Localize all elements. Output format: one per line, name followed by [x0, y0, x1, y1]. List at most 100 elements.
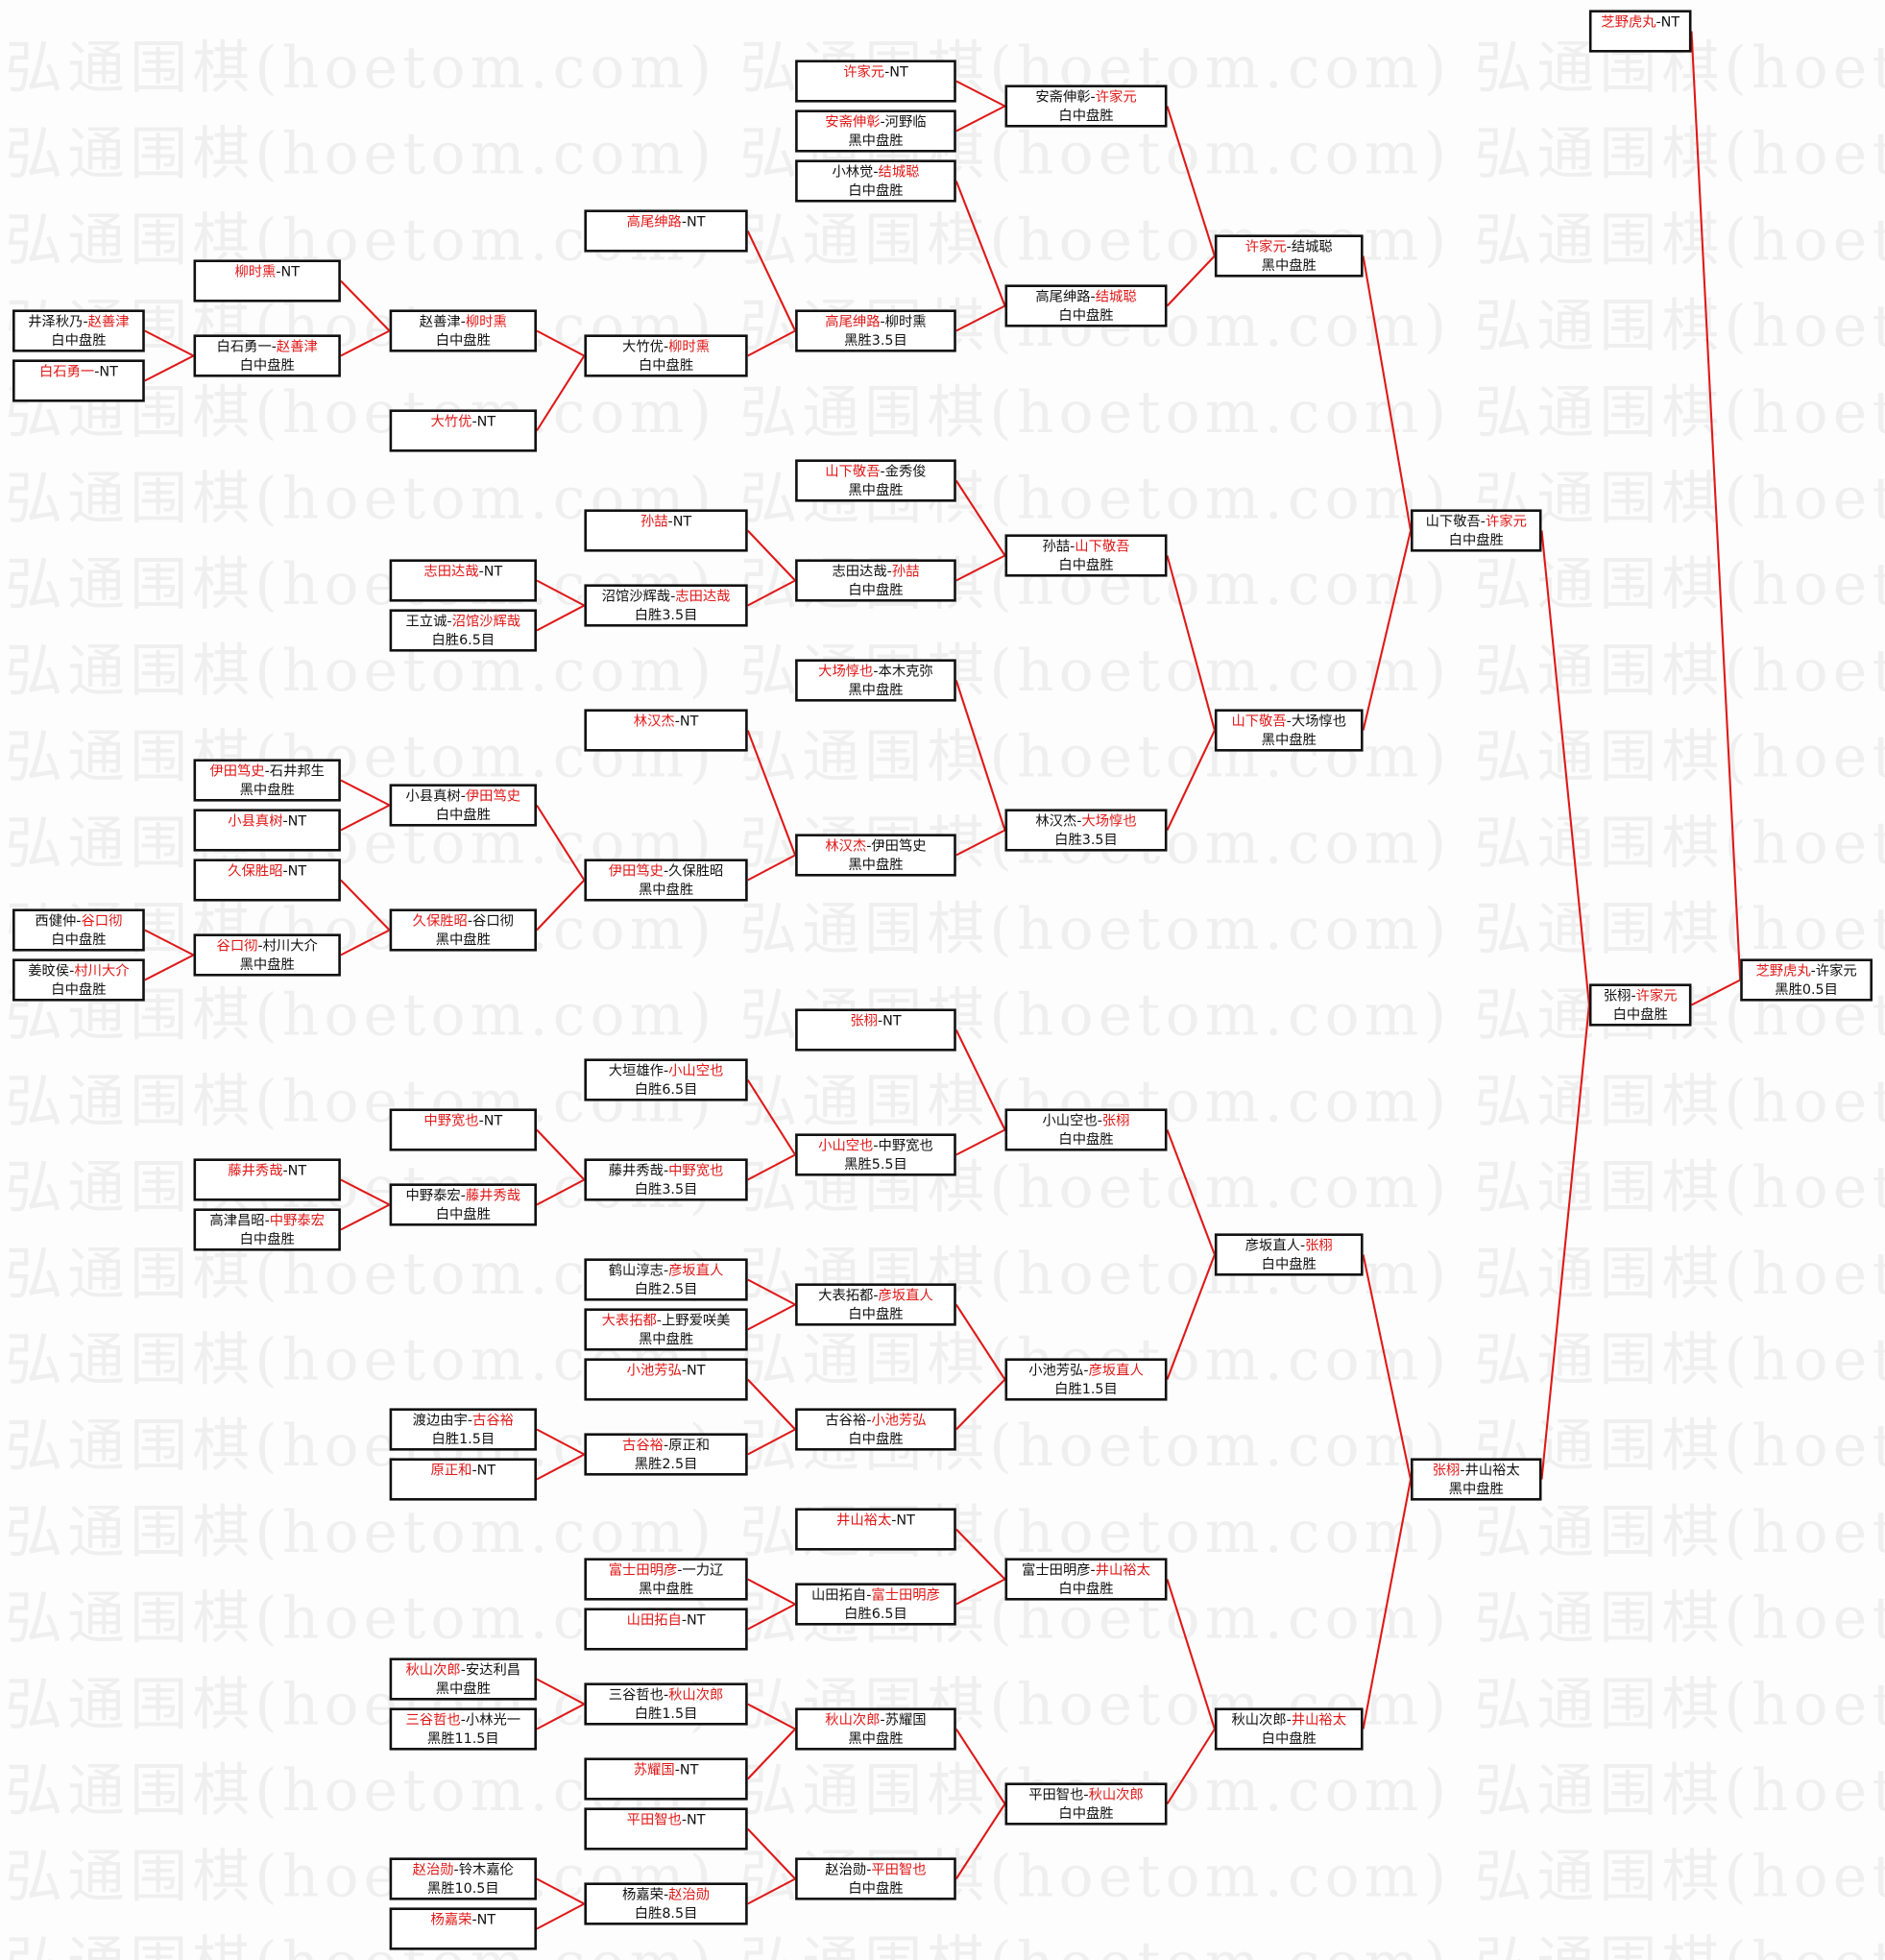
separator: - — [276, 263, 281, 280]
match-result: 白中盘胜 — [1058, 107, 1114, 124]
match-box: 赵善津-柳时熏 白中盘胜 — [389, 309, 537, 352]
match-result: 白胜3.5目 — [634, 1180, 698, 1198]
player-2: 彦坂直人 — [1088, 1362, 1144, 1379]
match-box: 林汉杰-大场惇也 白胜3.5目 — [1004, 809, 1168, 852]
connector-line — [340, 929, 391, 956]
player-1: 井山裕太 — [836, 1512, 892, 1529]
player-1: 藤井秀哉 — [228, 1162, 283, 1179]
connector-line — [1166, 1254, 1216, 1380]
connector-line — [1166, 730, 1216, 831]
player-1: 王立诚 — [405, 613, 447, 630]
separator: - — [271, 338, 277, 355]
match-box: 苏耀国-NT — [584, 1757, 748, 1801]
match-box: 大竹优-柳时熏 白中盘胜 — [584, 334, 748, 377]
player-1: 小山空也 — [1042, 1112, 1098, 1129]
match-result: 白中盘胜 — [51, 931, 107, 948]
player-2: NT — [476, 1911, 496, 1928]
connector-line — [536, 1453, 585, 1481]
player-2: NT — [99, 363, 118, 380]
separator: - — [663, 1162, 669, 1179]
match-result: 黑胜0.5目 — [1775, 980, 1838, 998]
player-1: 安斋伸彰 — [825, 113, 881, 131]
player-1: 张栩 — [1603, 987, 1631, 1004]
player-2: NT — [476, 1462, 496, 1479]
separator: - — [282, 862, 288, 880]
separator: - — [467, 912, 473, 930]
match-box: 秋山次郎-苏耀国 黑中盘胜 — [795, 1707, 956, 1751]
player-1: 久保胜昭 — [412, 912, 468, 930]
separator: - — [1286, 238, 1292, 255]
player-1: 孙喆 — [1042, 538, 1071, 555]
player-1: 赵治勋 — [412, 1861, 454, 1878]
player-1: 赵治勋 — [825, 1861, 867, 1878]
player-2: 秋山次郎 — [668, 1686, 724, 1704]
match-result: 黑中盘胜 — [239, 956, 295, 973]
match-box: 秋山次郎-井山裕太 白中盘胜 — [1214, 1707, 1364, 1751]
match-box: 孙喆-山下敬吾 白中盘胜 — [1004, 534, 1168, 577]
match-result: 黑中盘胜 — [848, 1730, 904, 1747]
separator: - — [257, 937, 263, 955]
match-result: 黑中盘胜 — [239, 781, 295, 798]
separator: - — [891, 1512, 897, 1529]
player-2: 村川大介 — [74, 962, 130, 980]
match-result: 白胜6.5目 — [634, 1080, 698, 1098]
player-2: 孙喆 — [891, 563, 920, 580]
player-2: 大场惇也 — [1291, 713, 1347, 730]
player-2: 中野泰宏 — [269, 1212, 325, 1229]
match-result: 黑中盘胜 — [1261, 731, 1317, 748]
separator: - — [866, 1412, 872, 1429]
separator: - — [1655, 13, 1661, 31]
connector-line — [536, 1877, 585, 1905]
player-2: NT — [287, 1162, 307, 1179]
connector-line — [340, 1203, 391, 1231]
separator: - — [877, 1012, 883, 1029]
separator: - — [1631, 987, 1636, 1004]
match-box: 三谷哲也-秋山次郎 白胜1.5目 — [584, 1682, 748, 1726]
connector-line — [955, 1728, 1006, 1805]
connector-line — [1362, 1479, 1413, 1730]
player-2: NT — [687, 213, 706, 230]
separator: - — [681, 213, 688, 230]
match-box: 藤井秀哉-中野宽也 白胜3.5目 — [584, 1158, 748, 1201]
connector-line — [955, 304, 1005, 332]
player-2: NT — [679, 713, 699, 730]
player-1: 杨嘉荣 — [622, 1886, 664, 1903]
player-2: 村川大介 — [262, 937, 318, 955]
match-box: 张栩-井山裕太 黑中盘胜 — [1411, 1458, 1542, 1501]
connector-line — [536, 1703, 585, 1730]
separator: - — [478, 1112, 484, 1129]
separator: - — [83, 313, 88, 330]
connector-line — [747, 1153, 796, 1181]
separator: - — [663, 1437, 669, 1454]
separator: - — [460, 313, 466, 330]
player-2: 石井邦生 — [269, 762, 325, 780]
separator: - — [94, 363, 100, 380]
connector-line — [955, 181, 1006, 306]
match-box: 山下敬吾-金秀俊 黑中盘胜 — [795, 459, 956, 502]
match-result: 黑中盘胜 — [1448, 1480, 1504, 1497]
player-1: 小林觉 — [832, 163, 874, 181]
connector-line — [955, 80, 1005, 108]
connector-line — [747, 854, 796, 882]
connector-line — [340, 329, 391, 357]
player-1: 许家元 — [843, 63, 885, 81]
match-box: 芝野虎丸-NT — [1588, 10, 1692, 53]
match-result: 白中盘胜 — [1058, 1130, 1114, 1148]
connector-line — [955, 829, 1005, 857]
separator: - — [460, 1661, 466, 1679]
separator: - — [1299, 1237, 1306, 1254]
player-1: 大垣雄作 — [608, 1062, 664, 1079]
match-box: 小县真树-NT — [193, 809, 341, 852]
connector-line — [1540, 530, 1590, 1005]
match-box: 小池芳弘-彦坂直人 白胜1.5目 — [1004, 1358, 1168, 1401]
player-2: 河野临 — [884, 113, 927, 131]
separator: - — [1810, 962, 1816, 980]
player-2: 藤井秀哉 — [465, 1187, 521, 1204]
match-box: 富士田明彦-井山裕太 白中盘胜 — [1004, 1558, 1168, 1601]
player-2: 张栩 — [1101, 1112, 1130, 1129]
player-1: 伊田笃史 — [608, 862, 664, 880]
player-2: NT — [1660, 13, 1680, 31]
match-result: 白中盘胜 — [848, 1430, 904, 1447]
player-1: 志田达哉 — [423, 563, 479, 580]
separator: - — [264, 762, 270, 780]
